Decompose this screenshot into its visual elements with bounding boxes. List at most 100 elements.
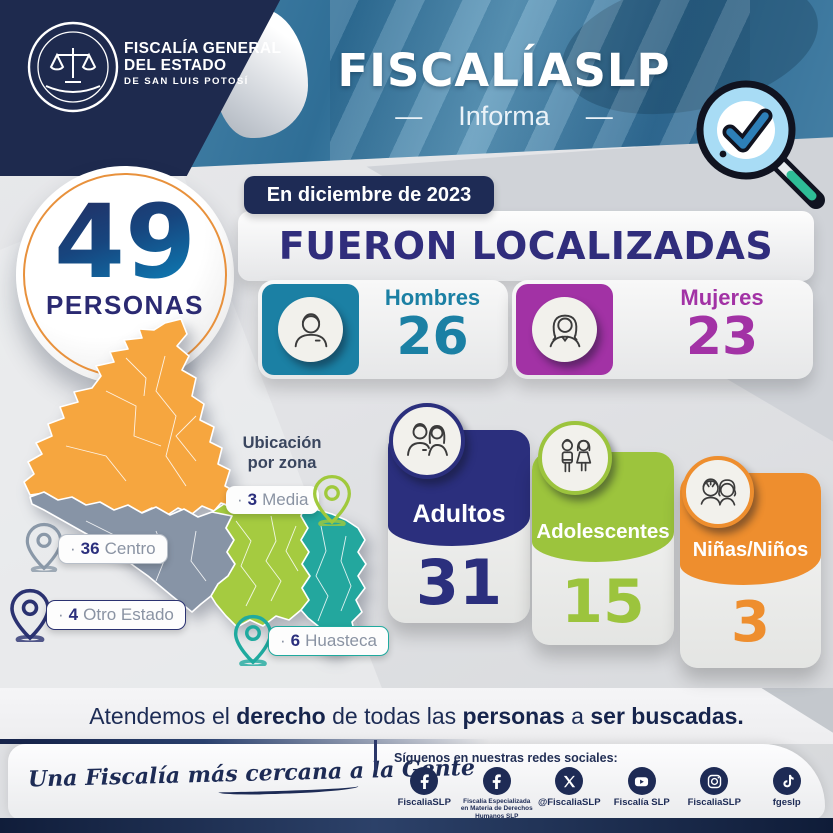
tagline-pre: Atendemos el	[89, 702, 237, 729]
adolescentes-label: Adolescentes	[536, 520, 670, 543]
map-pin-icon	[313, 474, 352, 526]
page-title: FISCALÍASLP	[337, 44, 671, 97]
map-pin-icon	[10, 588, 50, 642]
social-label: FiscaliaSLP	[397, 797, 451, 808]
card-mujeres: Mujeres 23	[512, 280, 813, 379]
youtube-icon[interactable]	[627, 767, 656, 795]
zone-pill-otro-estado: · 4 Otro Estado	[46, 600, 186, 630]
zone-media-name: Media	[262, 490, 309, 509]
facebook-icon[interactable]	[410, 767, 439, 795]
instagram-icon[interactable]	[700, 767, 729, 795]
card-hombres: Hombres 26	[258, 280, 508, 379]
x-twitter-icon[interactable]	[555, 767, 584, 795]
social-x-twitter[interactable]: @FiscaliaSLP	[533, 767, 606, 820]
total-count-circle: 49 PERSONAS	[16, 166, 234, 384]
woman-icon	[532, 297, 597, 362]
teens-icon	[538, 421, 612, 495]
social-label: FiscaliaSLP	[687, 797, 741, 808]
adults-couple-icon	[389, 403, 465, 479]
footer: Una Fiscalía más cercana a la Gente Sígu…	[8, 740, 825, 820]
zone-label-centro: · 36 Centro	[24, 522, 168, 572]
social-label: @FiscaliaSLP	[537, 797, 601, 808]
facebook-icon[interactable]	[482, 767, 511, 795]
legend-line1: Ubicación	[242, 434, 322, 452]
hombres-label: Hombres	[384, 285, 481, 310]
card-ninas-ninos: Niñas/Niños 3	[680, 456, 821, 668]
title-block: FISCALÍASLP — Informa —	[298, 44, 710, 132]
org-name-line3: DE SAN LUIS POTOSÍ	[124, 75, 249, 87]
zone-bullet: ·	[58, 605, 64, 624]
social-label: fgeslp	[772, 797, 801, 808]
dash-right: —	[585, 101, 613, 131]
mujeres-count: 23	[685, 307, 759, 367]
footer-divider	[374, 740, 377, 770]
map-legend-title: Ubicación por zona	[232, 434, 332, 474]
zone-huasteca-count: 6	[290, 631, 301, 650]
adultos-label: Adultos	[412, 500, 506, 528]
zone-media-count: 3	[247, 490, 258, 509]
tagline-mid1: de todas las	[325, 702, 463, 729]
total-count: 49	[16, 192, 234, 294]
map-pin-icon	[233, 614, 273, 666]
social-heading: Síguenos en nuestras redes sociales:	[394, 751, 618, 765]
zone-centro-count: 36	[80, 539, 100, 558]
tagline-bold-buscadas: ser buscadas	[590, 702, 738, 729]
map-zone-altiplano	[23, 318, 237, 517]
zone-otro-name: Otro Estado	[83, 605, 174, 624]
fiscalia-seal-logo	[26, 20, 120, 114]
social-instagram[interactable]: FiscaliaSLP	[678, 767, 751, 820]
kids-icon	[682, 456, 754, 528]
mujeres-label: Mujeres	[680, 285, 764, 310]
headline-text: FUERON LOCALIZADAS	[278, 224, 774, 268]
social-links-row: FiscaliaSLP Fiscalía Especializada en Ma…	[388, 767, 824, 820]
tagline-mid2: a	[564, 702, 591, 729]
scales-of-justice-icon	[49, 48, 97, 83]
zone-bullet: ·	[280, 631, 286, 650]
tagline-band: Atendemos el derecho de todas las person…	[0, 688, 833, 744]
zone-pill-centro: · 36 Centro	[58, 534, 168, 564]
social-facebook-fiscalia[interactable]: FiscaliaSLP	[388, 767, 461, 820]
card-adolescentes: Adolescentes 15	[532, 421, 674, 645]
legend-line2: por zona	[247, 453, 317, 472]
card-adultos: Adultos 31	[388, 403, 530, 623]
tagline-text: Atendemos el derecho de todas las person…	[89, 703, 744, 730]
zone-centro-name: Centro	[104, 539, 156, 558]
slogan-script: Una Fiscalía más cercana a la Gente	[27, 754, 476, 793]
zone-label-otro-estado: · 4 Otro Estado	[8, 588, 186, 642]
tagline-bold-personas: personas	[462, 702, 565, 729]
social-tiktok[interactable]: fgeslp	[751, 767, 824, 820]
ninas-ninos-count: 3	[731, 590, 770, 655]
social-youtube[interactable]: Fiscalía SLP	[606, 767, 679, 820]
gradient-divider-line	[0, 739, 510, 744]
zone-pill-media: · 3 Media	[226, 486, 320, 514]
bottom-navy-strip	[0, 818, 833, 833]
adolescentes-count: 15	[561, 567, 645, 637]
social-label: Fiscalía SLP	[613, 797, 670, 808]
ninas-ninos-label: Niñas/Niños	[692, 539, 809, 561]
period-badge: En diciembre de 2023	[244, 176, 494, 214]
magnifier-check-icon	[690, 74, 830, 214]
zone-huasteca-name: Huasteca	[305, 631, 377, 650]
org-name-line2: DEL ESTADO	[124, 57, 227, 75]
dash-left: —	[395, 101, 423, 131]
zone-otro-count: 4	[68, 605, 79, 624]
map-pin-icon	[25, 522, 63, 572]
card-hombres-color-block	[262, 284, 359, 375]
social-facebook-derechos-humanos[interactable]: Fiscalía Especializada en Materia de Der…	[461, 767, 534, 820]
card-mujeres-color-block	[516, 284, 613, 375]
headline-band: FUERON LOCALIZADAS	[238, 211, 814, 281]
page-subtitle: Informa	[458, 101, 550, 131]
zone-label-huasteca: · 6 Huasteca	[232, 614, 389, 666]
subtitle-row: — Informa —	[298, 101, 710, 132]
hombres-count: 26	[396, 307, 469, 367]
zone-bullet: ·	[70, 539, 76, 558]
tagline-period: .	[737, 702, 744, 729]
zone-bullet: ·	[237, 490, 243, 509]
social-label: Fiscalía Especializada en Materia de Der…	[460, 798, 533, 820]
tagline-bold-derecho: derecho	[236, 702, 326, 729]
zone-label-media: · 3 Media	[226, 474, 353, 526]
man-icon	[278, 297, 343, 362]
adultos-count: 31	[415, 546, 503, 619]
tiktok-icon[interactable]	[772, 767, 801, 795]
